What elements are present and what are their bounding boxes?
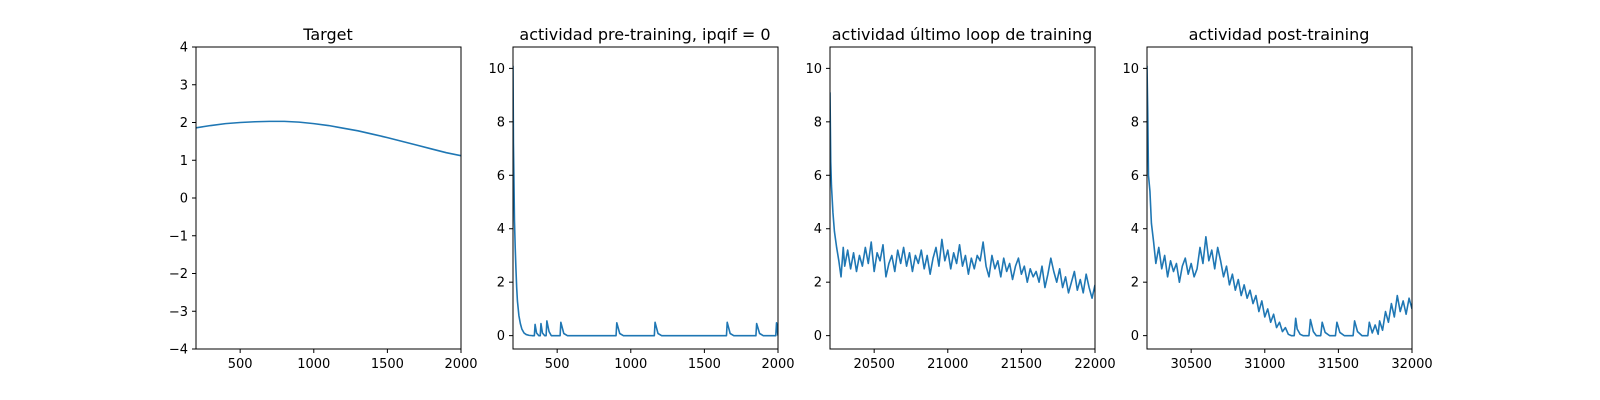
chart-title: actividad post-training — [1189, 25, 1370, 44]
x-tick-label: 1500 — [688, 357, 721, 372]
x-tick-label: 32000 — [1391, 357, 1432, 372]
y-tick-label: −4 — [169, 343, 188, 358]
y-tick-label: −2 — [169, 267, 188, 282]
y-tick-label: 0 — [180, 192, 188, 207]
y-tick-label: 4 — [814, 222, 822, 237]
chart-panel-pre-training: actividad pre-training, ipqif = 0 500 100… — [488, 25, 794, 372]
series-line — [196, 120, 461, 157]
x-tick-label: 21000 — [927, 357, 968, 372]
x-tick-label: 30500 — [1170, 357, 1211, 372]
x-tick-label: 1000 — [614, 357, 647, 372]
y-tick-label: 4 — [1131, 222, 1139, 237]
y-tick-label: 2 — [497, 276, 505, 291]
y-tick-label: 10 — [488, 62, 505, 77]
x-tick-label: 31000 — [1244, 357, 1285, 372]
chart-title: actividad pre-training, ipqif = 0 — [519, 25, 770, 44]
chart-title: Target — [302, 25, 353, 44]
y-tick-label: 6 — [497, 169, 505, 184]
y-tick-label: 8 — [497, 115, 505, 130]
x-tick-label: 1000 — [297, 357, 330, 372]
y-tick-label: 2 — [1131, 276, 1139, 291]
y-tick-label: 4 — [497, 222, 505, 237]
plot-frame — [512, 46, 779, 350]
x-tick-label: 500 — [228, 357, 253, 372]
y-tick-label: 4 — [180, 41, 188, 56]
x-tick-label: 21500 — [1001, 357, 1042, 372]
x-tick-label: 1500 — [371, 357, 404, 372]
y-tick-label: 2 — [814, 276, 822, 291]
y-tick-label: 8 — [814, 115, 822, 130]
y-tick-label: −3 — [169, 305, 188, 320]
series-line — [513, 65, 778, 337]
chart-title: actividad último loop de training — [832, 25, 1093, 44]
chart-panel-target: Target 500 1000 1500 2000 −4 −3 −2 −1 0 1 2 3 4 — [169, 25, 478, 372]
x-tick-label: 31500 — [1318, 357, 1359, 372]
chart-panel-post-training: actividad post-training 30500 31000 31500 3… — [1122, 25, 1432, 372]
y-tick-label: 2 — [180, 116, 188, 131]
y-tick-label: 0 — [497, 329, 505, 344]
series-line — [1147, 65, 1412, 337]
series-line — [830, 92, 1095, 300]
y-tick-label: 0 — [1131, 329, 1139, 344]
y-tick-label: 10 — [1122, 62, 1139, 77]
y-tick-label: 1 — [180, 154, 188, 169]
x-tick-label: 20500 — [853, 357, 894, 372]
chart-panel-last-training-loop: actividad último loop de training 20500 2… — [805, 25, 1115, 372]
x-tick-label: 2000 — [761, 357, 794, 372]
y-tick-label: 6 — [1131, 169, 1139, 184]
plot-frame — [829, 46, 1096, 350]
x-tick-label: 500 — [545, 357, 570, 372]
y-tick-label: 8 — [1131, 115, 1139, 130]
y-tick-label: −1 — [169, 229, 188, 244]
plot-frame — [1146, 46, 1413, 350]
y-tick-label: 10 — [805, 62, 822, 77]
y-tick-label: 0 — [814, 329, 822, 344]
y-tick-label: 3 — [180, 78, 188, 93]
x-tick-label: 2000 — [444, 357, 477, 372]
y-tick-label: 6 — [814, 169, 822, 184]
x-tick-label: 22000 — [1074, 357, 1115, 372]
